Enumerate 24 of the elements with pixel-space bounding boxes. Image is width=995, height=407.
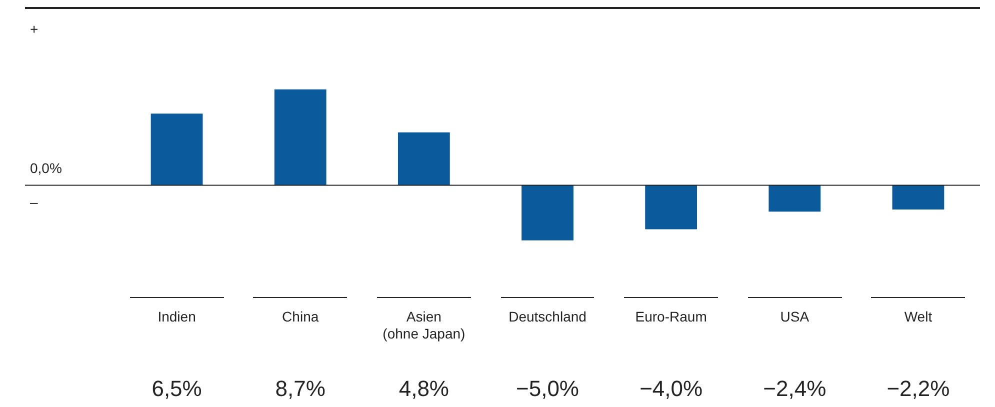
data-label: 6,5% <box>152 376 202 402</box>
data-label: 8,7% <box>275 376 326 402</box>
annotation: 0,0% <box>30 160 62 176</box>
x-tick-label: Deutschland <box>508 308 586 325</box>
x-tick-label: USA <box>780 308 810 325</box>
bar <box>645 185 698 230</box>
x-tick-label: Euro-Raum <box>635 308 707 325</box>
x-tick-label: Welt <box>904 308 932 325</box>
x-tick-label: Indien <box>158 308 196 325</box>
bar <box>398 132 450 186</box>
data-label: 4,8% <box>398 376 450 402</box>
bar <box>150 114 203 186</box>
x-tick-label: Asien (ohne Japan) <box>382 308 466 342</box>
data-label: −2,4% <box>763 376 826 402</box>
data-label: −5,0% <box>516 376 579 402</box>
annotation: – <box>30 194 38 210</box>
bar <box>522 185 574 240</box>
bar <box>274 89 326 186</box>
data-label: −4,0% <box>640 376 703 402</box>
data-label: −2,2% <box>886 376 950 402</box>
bar <box>768 185 821 212</box>
bar <box>892 185 944 210</box>
text: + <box>30 20 38 37</box>
x-tick-label: China <box>282 308 319 325</box>
